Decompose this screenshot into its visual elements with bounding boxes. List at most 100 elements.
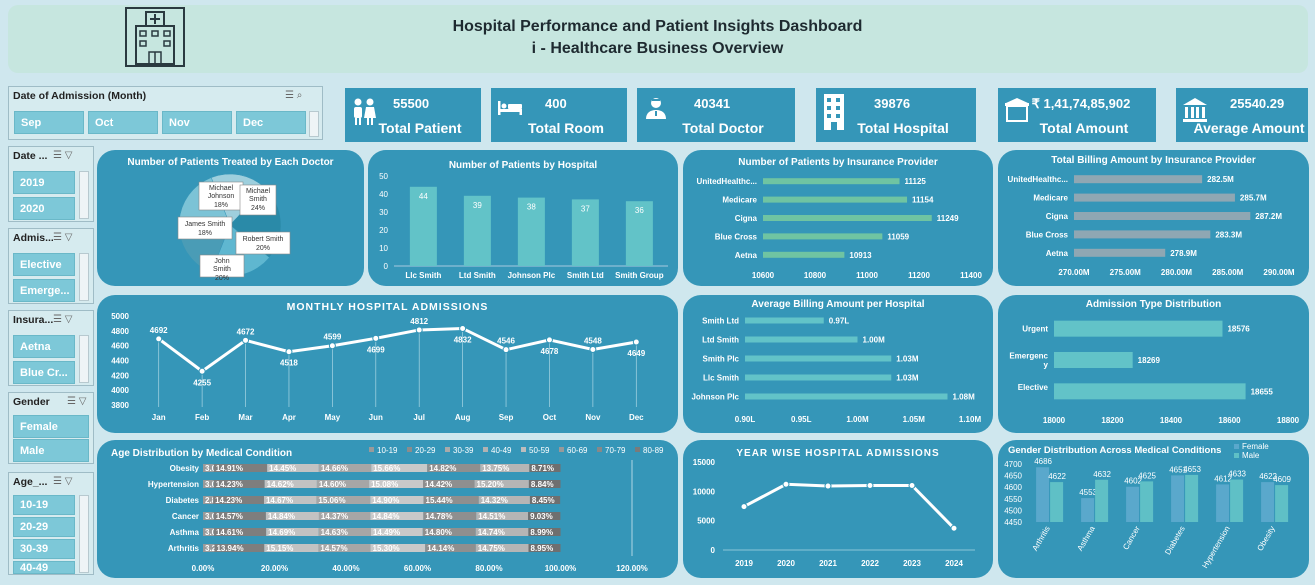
x-tick-label: 2022 (861, 559, 879, 568)
building-icon (824, 94, 844, 130)
x-tick-label: 18600 (1218, 416, 1241, 425)
chart-title: Number of Patients by Insurance Provider (738, 157, 938, 168)
pie-label-text: John (214, 258, 229, 265)
stacked-segment (203, 480, 214, 488)
slicer-item-sep[interactable]: Sep (14, 111, 84, 134)
filter-icon[interactable]: ☰ ▽ (67, 396, 87, 407)
slicer-item-elective[interactable]: Elective (13, 253, 75, 276)
stacked-segment (213, 512, 266, 520)
data-point (545, 336, 553, 344)
data-label: 4649 (627, 349, 645, 358)
bar-value-label: 4622 (1048, 472, 1066, 481)
category-label: Aetna (1046, 249, 1069, 258)
scrollbar[interactable] (309, 111, 319, 137)
slicer-item-blue-cross[interactable]: Blue Cr... (13, 361, 75, 384)
x-tick-label: 2020 (777, 559, 795, 568)
hospital-bar-chart: 0 10 20 30 40 50 44 Llc Smith 39 Ltd Smith 38 Johns… (379, 172, 668, 280)
scrollbar[interactable] (79, 495, 89, 573)
y-tick-label: 4000 (111, 386, 129, 395)
bar (571, 199, 599, 266)
data-point (328, 342, 336, 350)
slicer-item-10-19[interactable]: 10-19 (13, 495, 75, 515)
multiselect-icon[interactable]: ☰ ⌕ (285, 90, 303, 101)
stacked-segment (475, 528, 529, 536)
slicer-item-nov[interactable]: Nov (162, 111, 232, 134)
slicer-item-oct[interactable]: Oct (88, 111, 158, 134)
slicer-item-emergency[interactable]: Emerge... (13, 279, 75, 302)
scrollbar[interactable] (79, 171, 89, 219)
slicer-title: Age_... (13, 476, 48, 488)
category-label: Obesity (170, 464, 200, 473)
y-tick-label: 4450 (1004, 518, 1022, 527)
slicer-item-40-49[interactable]: 40-49 (13, 561, 75, 574)
filter-icon[interactable]: ☰ ▽ (53, 150, 73, 161)
y-tick-label: 4500 (1004, 506, 1022, 515)
avg-billing-chart: Smith Ltd 0.97L Ltd Smith 1.00M Smith Plc 1.0… (691, 317, 981, 425)
stacked-segment (478, 496, 530, 504)
stacked-segment (423, 496, 479, 504)
stacked-segment (529, 464, 561, 472)
slicer-item-2019[interactable]: 2019 (13, 171, 75, 194)
kpi-label: Average Amount (1193, 120, 1305, 136)
bar-value-label: 278.9M (1170, 249, 1197, 258)
kpi-label: Total Room (528, 120, 604, 136)
stacked-segment (318, 544, 371, 552)
bar-value-label: 1.03M (896, 374, 919, 383)
bar (1074, 193, 1235, 202)
category-label: Arthritis (168, 544, 200, 553)
x-tick-label: May (325, 413, 341, 422)
segment-label: 13.75% (482, 464, 509, 473)
slicer-item-male[interactable]: Male (13, 439, 89, 462)
bar (745, 374, 892, 381)
x-tick-label: Feb (195, 413, 209, 422)
y-tick-label: 4650 (1004, 472, 1022, 481)
stacked-segment (425, 544, 476, 552)
slicer-title: Date of Admission (Month) (13, 90, 147, 102)
bar-value-label: 18655 (1251, 387, 1274, 396)
x-tick-label: 0.95L (791, 415, 812, 424)
bar-value-label: 287.2M (1255, 212, 1282, 221)
filter-icon[interactable]: ☰ ▽ (53, 232, 73, 243)
x-tick-label: 120.00% (616, 564, 648, 573)
legend-label: 60-69 (567, 446, 588, 455)
segment-label: 14.80% (425, 528, 452, 537)
legend-swatch (483, 447, 488, 452)
x-tick-label: 11200 (908, 271, 930, 280)
slicer-item-2020[interactable]: 2020 (13, 197, 75, 220)
segment-label: 15.44% (426, 496, 453, 505)
slicer-item-20-29[interactable]: 20-29 (13, 517, 75, 537)
legend-swatch (521, 447, 526, 452)
slicer-item-30-39[interactable]: 30-39 (13, 539, 75, 559)
pie-value-label: 20% (256, 245, 270, 252)
scrollbar[interactable] (79, 335, 89, 383)
x-tick-label: 18200 (1101, 416, 1124, 425)
category-label: Llc Smith (703, 374, 739, 383)
data-point (459, 324, 467, 332)
bar-value-label: 11154 (912, 196, 934, 205)
scrollbar[interactable] (79, 253, 89, 301)
slicer-item-female[interactable]: Female (13, 415, 89, 438)
pie-label-text: Michael (209, 185, 234, 192)
stacked-segment (476, 512, 529, 520)
bar-value-label: 11125 (905, 177, 927, 186)
data-label: 4678 (541, 347, 559, 356)
y-tick-label: 5000 (697, 517, 715, 526)
slicer-item-dec[interactable]: Dec (236, 111, 306, 134)
panel-hospital-bar: Number of Patients by Hospital 0 10 20 30 40… (368, 150, 678, 286)
x-tick-label: 18000 (1043, 416, 1066, 425)
filter-icon[interactable]: ☰ ▽ (53, 476, 73, 487)
segment-label: 14.84% (268, 512, 295, 521)
stacked-segment (528, 544, 561, 552)
segment-label: 14.62% (267, 480, 294, 489)
data-point (908, 481, 916, 489)
slicer-item-aetna[interactable]: Aetna (13, 335, 75, 358)
bar (1095, 479, 1109, 522)
filter-icon[interactable]: ☰ ▽ (53, 314, 73, 325)
bar-value-label: 4625 (1138, 471, 1156, 480)
bar (763, 233, 883, 240)
bar (1074, 230, 1211, 239)
bar (745, 355, 892, 362)
category-label: Emergenc (1009, 352, 1048, 361)
segment-label: 8.99% (530, 528, 553, 537)
x-tick-label: 20.00% (261, 564, 288, 573)
